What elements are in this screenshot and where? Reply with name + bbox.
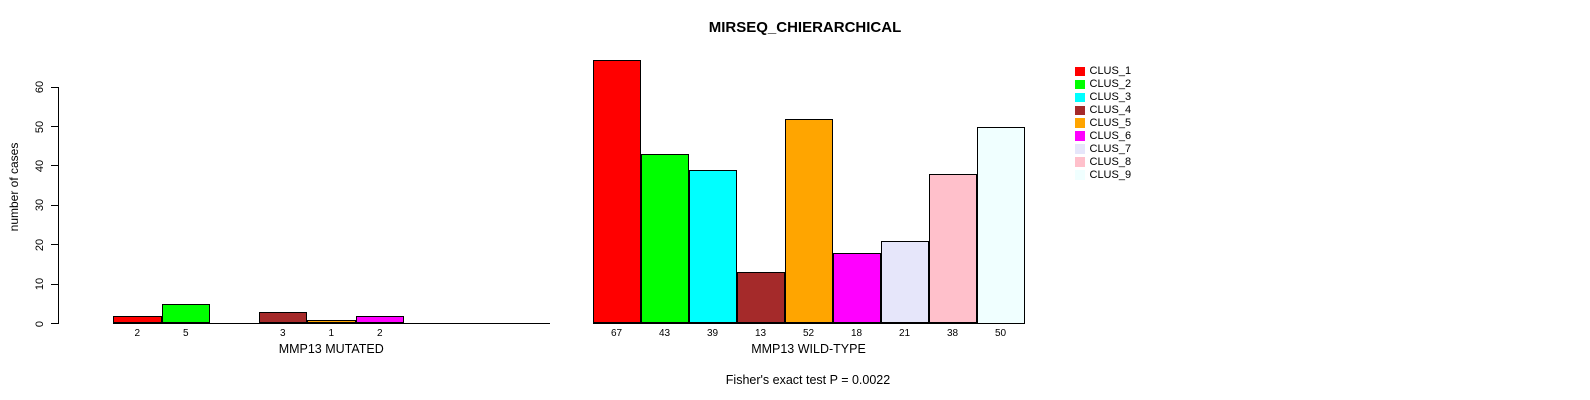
bar-value-label: 50 bbox=[994, 327, 1007, 339]
legend-label: CLUS_3 bbox=[1089, 90, 1132, 103]
y-axis-tick bbox=[51, 125, 59, 128]
y-axis-tick-label: 50 bbox=[34, 120, 46, 133]
bar-CLUS_8 bbox=[928, 173, 977, 324]
bar-CLUS_6 bbox=[355, 315, 404, 324]
legend-swatch-icon bbox=[1075, 66, 1085, 77]
bar-value-label: 5 bbox=[182, 327, 189, 339]
y-axis-tick bbox=[51, 283, 59, 285]
bar-CLUS_1 bbox=[592, 59, 641, 324]
x-baseline bbox=[592, 322, 1025, 325]
y-axis-tick bbox=[51, 165, 59, 167]
bar-CLUS_4 bbox=[258, 311, 307, 324]
bar-value-label: 13 bbox=[754, 327, 767, 339]
bar-CLUS_5 bbox=[307, 319, 356, 324]
y-axis-tick-label: 60 bbox=[34, 80, 46, 94]
legend-label: CLUS_4 bbox=[1089, 103, 1132, 116]
y-axis-title: number of cases bbox=[7, 142, 21, 232]
bar-CLUS_7 bbox=[880, 240, 929, 324]
legend-swatch-icon bbox=[1075, 105, 1085, 116]
bar-value-label: 2 bbox=[134, 327, 141, 339]
bar-value-label: 39 bbox=[706, 327, 719, 339]
bar-CLUS_9 bbox=[976, 126, 1025, 324]
bar-value-label: 2 bbox=[376, 327, 383, 339]
y-axis-tick-label: 40 bbox=[34, 159, 46, 173]
bar-value-label: 52 bbox=[802, 327, 815, 339]
legend-swatch-icon bbox=[1075, 79, 1085, 90]
legend-label: CLUS_5 bbox=[1089, 116, 1132, 129]
x-baseline bbox=[113, 322, 550, 325]
legend-swatch-icon bbox=[1075, 131, 1085, 141]
y-axis-tick-label: 0 bbox=[34, 320, 46, 327]
bar-value-label: 67 bbox=[610, 327, 623, 339]
legend-swatch-icon bbox=[1075, 118, 1085, 128]
bar-value-label: 38 bbox=[946, 327, 959, 339]
bar-value-label: 3 bbox=[279, 327, 286, 339]
legend-item: CLUS_2 bbox=[1075, 78, 1131, 91]
legend-label: CLUS_7 bbox=[1089, 142, 1132, 155]
bar-CLUS_4 bbox=[736, 272, 785, 324]
legend-swatch-icon bbox=[1075, 92, 1085, 103]
legend-item: CLUS_4 bbox=[1075, 104, 1131, 117]
y-axis-tick bbox=[51, 204, 59, 206]
fisher-test-annotation: Fisher's exact test P = 0.0022 bbox=[725, 373, 891, 387]
legend-item: CLUS_7 bbox=[1075, 143, 1131, 156]
x-axis-group-label: MMP13 WILD-TYPE bbox=[751, 341, 866, 356]
legend-label: CLUS_8 bbox=[1089, 155, 1132, 168]
legend-label: CLUS_6 bbox=[1089, 129, 1132, 142]
bar-value-label: 18 bbox=[850, 327, 863, 339]
legend-swatch-icon bbox=[1075, 144, 1085, 154]
legend-swatch-icon bbox=[1075, 157, 1085, 167]
bar-CLUS_1 bbox=[113, 315, 162, 324]
legend-item: CLUS_6 bbox=[1075, 130, 1131, 143]
chart-title: MIRSEQ_CHIERARCHICAL bbox=[708, 19, 902, 36]
y-axis-tick-label: 20 bbox=[34, 238, 46, 251]
bar-CLUS_2 bbox=[640, 154, 689, 324]
legend-item: CLUS_1 bbox=[1075, 65, 1131, 78]
bar-value-label: 21 bbox=[898, 327, 911, 339]
legend-item: CLUS_3 bbox=[1075, 91, 1131, 104]
bar-value-label: 43 bbox=[658, 327, 671, 339]
y-axis-tick bbox=[51, 244, 59, 246]
bar-CLUS_3 bbox=[688, 169, 737, 324]
legend-label: CLUS_1 bbox=[1089, 65, 1132, 77]
x-axis-group-label: MMP13 MUTATED bbox=[278, 341, 384, 356]
legend-label: CLUS_2 bbox=[1089, 77, 1132, 90]
legend-item: CLUS_9 bbox=[1075, 169, 1131, 182]
y-axis-tick-label: 10 bbox=[34, 277, 46, 291]
legend-label: CLUS_9 bbox=[1089, 168, 1132, 181]
bar-CLUS_2 bbox=[161, 303, 210, 324]
legend-item: CLUS_8 bbox=[1075, 156, 1131, 169]
legend-swatch-icon bbox=[1075, 170, 1085, 180]
bar-CLUS_6 bbox=[832, 252, 881, 324]
y-axis-tick bbox=[51, 322, 59, 325]
bar-value-label: 1 bbox=[328, 327, 335, 339]
legend-item: CLUS_5 bbox=[1075, 117, 1131, 130]
y-axis-tick-label: 30 bbox=[34, 199, 46, 212]
y-axis-tick bbox=[51, 86, 59, 88]
legend: CLUS_1 CLUS_2 CLUS_3 CLUS_4 CLUS_5 CLUS_6 CLUS… bbox=[1075, 65, 1131, 181]
bar-CLUS_5 bbox=[784, 118, 833, 324]
